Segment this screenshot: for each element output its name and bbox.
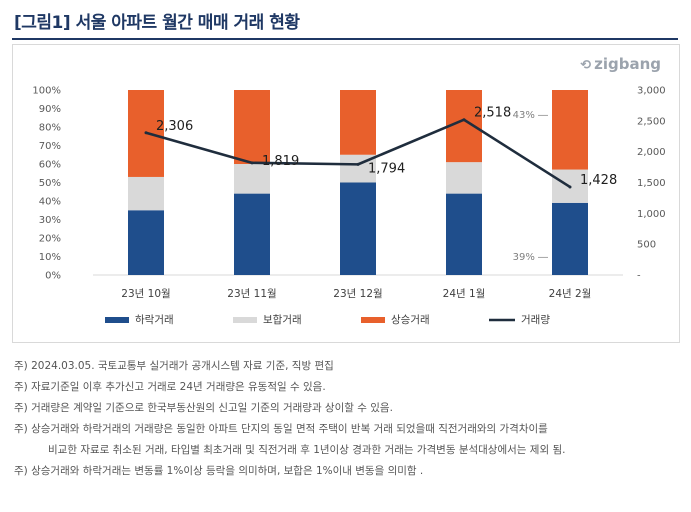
bar-segment — [552, 90, 588, 170]
brand-logo: ⟲ zigbang — [580, 55, 661, 73]
y-left-tick-label: 30% — [39, 215, 61, 226]
x-tick-label: 23년 10월 — [121, 288, 170, 300]
y-left-tick-label: 0% — [45, 271, 61, 282]
page-title: [그림1] 서울 아파트 월간 매매 거래 현황 — [14, 13, 300, 33]
legend-swatch — [105, 317, 129, 323]
volume-point — [462, 118, 466, 122]
annotation-label: 39% ― — [513, 252, 548, 263]
y-right-tick-label: 500 — [637, 240, 656, 251]
bar-segment — [340, 182, 376, 275]
bar-segment — [340, 90, 376, 155]
brand-name: zigbang — [594, 55, 661, 73]
legend-label: 하락거래 — [135, 313, 174, 326]
footnote: 주) 자료기준일 이후 추가신고 거래로 24년 거래량은 유동적일 수 있음. — [14, 381, 326, 393]
bar-segment — [234, 90, 270, 164]
y-left-tick-label: 40% — [39, 197, 61, 208]
y-right-tick-label: 3,000 — [637, 86, 666, 97]
volume-data-label: 1,794 — [368, 161, 405, 176]
volume-data-label: 2,518 — [474, 106, 511, 121]
bar-segment — [234, 193, 270, 275]
y-right-tick-label: 2,000 — [637, 147, 666, 158]
y-left-tick-label: 80% — [39, 123, 61, 134]
footnote: 비교한 자료로 취소된 거래, 타입별 최초거래 및 직전거래 후 1년이상 경… — [48, 444, 566, 456]
bar-segment — [552, 202, 588, 275]
volume-point — [144, 131, 148, 135]
x-tick-label: 23년 11월 — [227, 288, 276, 300]
volume-data-label: 2,306 — [156, 119, 193, 134]
bar-segment — [446, 162, 482, 194]
legend-label: 상승거래 — [391, 314, 430, 326]
legend-label: 거래량 — [521, 314, 550, 326]
bar-segment — [128, 176, 164, 211]
volume-point — [356, 162, 360, 166]
bar-segment — [234, 164, 270, 194]
y-left-tick-label: 100% — [32, 86, 61, 97]
y-left-tick-label: 20% — [39, 234, 61, 245]
footnote: 주) 상승거래와 하락거래는 변동률 1%이상 등락을 의미하며, 보합은 1%… — [14, 465, 424, 477]
footnote: 주) 거래량은 계약일 기준으로 한국부동산원의 신고일 기준의 거래량과 상이… — [14, 402, 393, 414]
legend-label: 보합거래 — [263, 314, 302, 326]
footnote: 주) 상승거래와 하락거래의 거래량은 동일한 아파트 단지의 동일 면적 주택… — [14, 423, 548, 435]
y-left-tick-label: 60% — [39, 160, 61, 171]
volume-data-label: 1,819 — [262, 154, 299, 169]
x-tick-label: 24년 2월 — [549, 288, 592, 300]
legend-swatch — [233, 317, 257, 323]
y-right-tick-label: 2,500 — [637, 116, 666, 127]
bar-segment — [128, 210, 164, 275]
y-left-tick-label: 50% — [39, 178, 61, 189]
x-tick-label: 23년 12월 — [333, 288, 382, 300]
volume-data-label: 1,428 — [580, 173, 617, 188]
y-left-tick-label: 90% — [39, 104, 61, 115]
y-right-tick-label: - — [637, 271, 641, 282]
legend-swatch — [361, 317, 385, 323]
stacked-bar-line-chart: 0% 10% 20% 30% 40% 50% 60% 70% 80% 90% 100% - 500 1,0… — [32, 86, 666, 327]
chart-panel: ⟲ zigbang 0% 10% 20% 30% 40% 50% 60% 70% 80% 90% 10… — [12, 44, 680, 343]
y-left-tick-label: 70% — [39, 141, 61, 152]
y-left-tick-label: 10% — [39, 252, 61, 263]
footnote: 주) 2024.03.05. 국토교통부 실거래가 공개시스템 자료 기준, 직… — [14, 360, 334, 372]
y-right-tick-label: 1,500 — [637, 178, 666, 189]
bar-segment — [446, 193, 482, 275]
y-right-tick-label: 1,000 — [637, 209, 666, 220]
footnotes: 주) 2024.03.05. 국토교통부 실거래가 공개시스템 자료 기준, 직… — [14, 356, 684, 482]
annotation-label: 43% ― — [513, 110, 548, 121]
title-divider — [12, 38, 678, 40]
volume-point — [250, 161, 254, 165]
x-tick-label: 24년 1월 — [443, 288, 486, 300]
zigbang-logo-icon: ⟲ — [580, 58, 592, 73]
volume-point — [568, 185, 572, 189]
